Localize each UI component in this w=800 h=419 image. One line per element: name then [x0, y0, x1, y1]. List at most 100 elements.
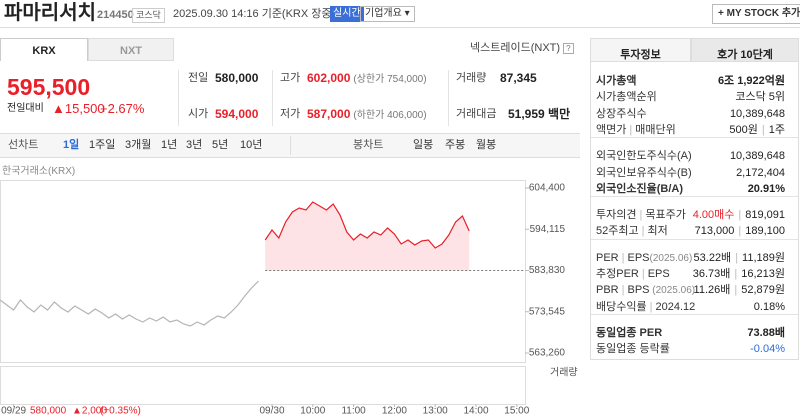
- label-text: 시가총액순위: [596, 91, 657, 104]
- info-value: 6조 1,922억원: [718, 76, 785, 87]
- value-text: 713,000: [694, 225, 735, 238]
- label-text: BPS: [627, 284, 650, 297]
- info-tab[interactable]: 투자정보: [590, 38, 691, 62]
- market-badge: 코스닥: [132, 8, 165, 23]
- quote-cell: 594,000: [215, 108, 258, 120]
- divider: [0, 27, 800, 28]
- quote-value: 580,000: [215, 71, 259, 85]
- nxt-link[interactable]: 넥스트레이드(NXT) ?: [470, 43, 574, 54]
- status-text: 580,000: [30, 406, 67, 417]
- info-label: 외국인보유주식수(B): [596, 166, 692, 179]
- label-text: 배당수익률: [596, 300, 647, 313]
- value-text: 819,091: [745, 209, 785, 222]
- info-value: 2,172,404: [736, 167, 785, 179]
- nxt-link-text: 넥스트레이드(NXT): [470, 42, 561, 54]
- period-tab[interactable]: 10년: [240, 139, 263, 151]
- label-text: EPS: [627, 251, 650, 264]
- realtime-badge[interactable]: 실시간: [330, 6, 364, 22]
- chart-source: 한국거래소(KRX): [2, 166, 76, 177]
- period-tab[interactable]: 1주일: [89, 139, 116, 151]
- label-text: 외국인소진율(B/A): [596, 182, 683, 195]
- info-label: 동일업종 등락률: [596, 344, 670, 355]
- label-date: (2025.06): [649, 252, 693, 264]
- period-tab[interactable]: 일봉: [413, 139, 434, 151]
- label-text: 52주최고: [596, 225, 639, 238]
- y-tick-label: 563,260: [529, 348, 566, 359]
- separator: |: [641, 225, 645, 238]
- quote-label: 거래대금: [456, 108, 497, 120]
- x-tick-label: 11:00: [341, 406, 366, 417]
- period-tab[interactable]: 1일: [63, 139, 80, 151]
- separator: |: [621, 251, 625, 264]
- divider: [591, 238, 798, 240]
- info-label: 액면가 | 매매단위: [596, 123, 676, 136]
- period-tab[interactable]: 3개월: [125, 139, 152, 151]
- market-tab[interactable]: KRX: [0, 38, 88, 61]
- quote-note: (상한가 754,000): [353, 74, 427, 85]
- help-icon[interactable]: ?: [563, 43, 574, 54]
- stock-name: 파마리서치: [4, 2, 96, 24]
- quote-value: 51,959 백만: [508, 107, 571, 121]
- label-text: 최저: [647, 225, 668, 238]
- info-value: 코스닥 5위: [735, 92, 785, 103]
- label-text: 동일업종 PER: [596, 326, 663, 339]
- info-label: 추정PER | EPS: [596, 269, 670, 280]
- info-label: 시가총액: [596, 76, 636, 87]
- quote-label: 시가: [188, 108, 209, 120]
- info-tab[interactable]: 호가 10단계: [691, 38, 799, 62]
- label-text: 액면가: [596, 123, 627, 136]
- quote-value: 587,000: [307, 107, 351, 121]
- y-tick-label: 604,400: [529, 183, 566, 194]
- info-value: 11.26배 | 52,879원: [694, 285, 785, 296]
- label-date: (2025.06): [649, 285, 696, 297]
- period-tab[interactable]: 월봉: [476, 139, 497, 151]
- separator: |: [734, 284, 738, 297]
- mystock-button[interactable]: + MY STOCK 추가: [712, 4, 800, 24]
- value-text: 53.22배: [693, 251, 732, 264]
- separator: [448, 70, 449, 126]
- value-text: 10,389,648: [729, 107, 785, 120]
- separator: [272, 70, 273, 126]
- x-tick-label: 12:00: [382, 406, 407, 417]
- market-tab[interactable]: NXT: [88, 38, 174, 61]
- separator: |: [738, 209, 742, 222]
- quote-label: 거래량: [456, 72, 487, 84]
- info-value: -0.04%: [750, 344, 785, 355]
- info-value: 0.18%: [754, 301, 785, 313]
- separator: [178, 70, 179, 126]
- period-tab[interactable]: 3년: [186, 139, 203, 151]
- period-tab[interactable]: 1년: [161, 139, 178, 151]
- separator: |: [761, 123, 765, 136]
- info-label: 투자의견 | 목표주가: [596, 210, 686, 221]
- status-text: (+0.35%): [100, 406, 141, 417]
- period-tab[interactable]: 주봉: [445, 139, 466, 151]
- info-label: PBR | BPS (2025.06): [596, 285, 695, 296]
- separator: |: [629, 123, 633, 136]
- label-text: PER: [596, 251, 619, 264]
- info-value: 713,000 | 189,100: [695, 226, 785, 237]
- x-tick-label: 09/29: [1, 406, 26, 417]
- label-text: 외국인보유주식수(B): [596, 166, 692, 179]
- x-tick-label: 13:00: [423, 406, 448, 417]
- volume-label: 거래량: [550, 367, 578, 379]
- volume-frame: [0, 366, 526, 405]
- area: [265, 202, 470, 271]
- x-tick-label: 15:00: [504, 406, 529, 417]
- quote-value: 594,000: [215, 107, 259, 121]
- company-button[interactable]: 기업개요 ▾: [360, 6, 415, 22]
- quote-cell: 51,959 백만: [508, 108, 570, 120]
- separator: |: [639, 209, 643, 222]
- period-tab[interactable]: 5년: [212, 139, 229, 151]
- value-text: 36.73배: [692, 268, 731, 280]
- quote-time: 2025.09.30 14:16 기준(KRX 장중): [173, 8, 336, 20]
- value-text: 6조 1,922억원: [717, 75, 785, 87]
- value-text: 4.00매수: [692, 209, 735, 222]
- period-label: 선차트: [8, 139, 39, 151]
- info-value: 10,389,648: [729, 107, 785, 120]
- value-text: 코스닥 5위: [735, 91, 785, 104]
- change-label: 전일대비: [7, 103, 44, 114]
- info-label: 시가총액순위: [596, 92, 657, 103]
- label-text: PBR: [596, 284, 619, 297]
- plot-frame: [0, 180, 526, 363]
- info-value: 10,389,648: [730, 151, 785, 162]
